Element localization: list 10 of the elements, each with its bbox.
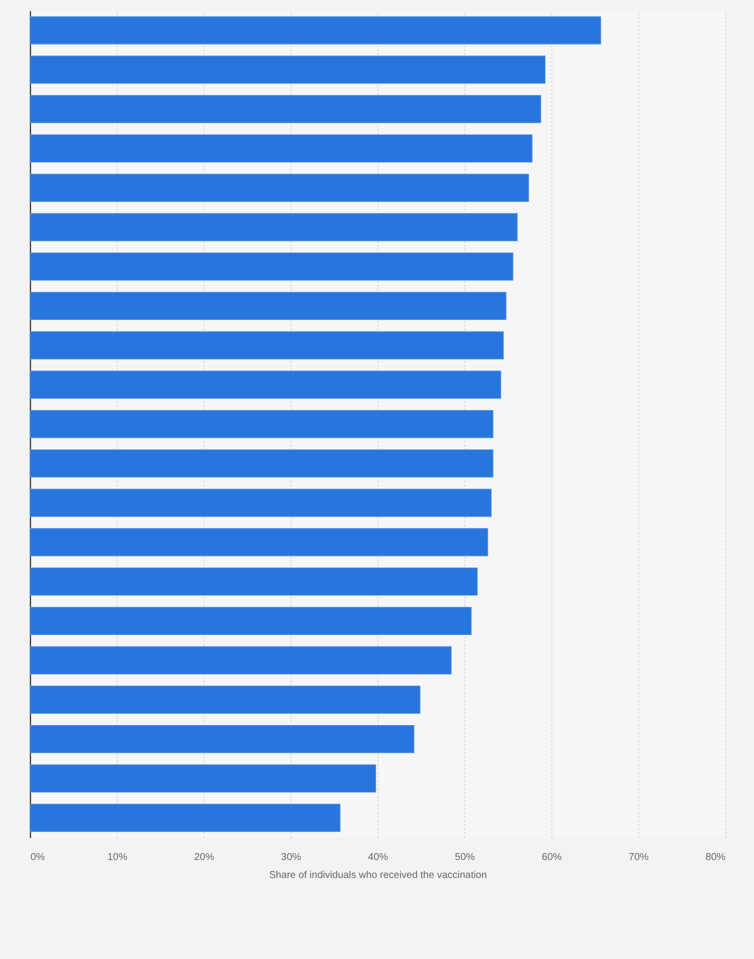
x-axis-title: Share of individuals who received the vaccination [269,870,487,881]
x-tick-label: 60% [542,852,562,863]
x-tick-label: 40% [368,852,388,863]
x-tick-label: 50% [454,852,475,863]
x-tick-label: 10% [107,852,128,863]
x-tick-label: 0% [30,852,46,863]
x-tick-label: 30% [281,852,302,863]
x-tick-label: 80% [706,852,726,863]
x-tick-label: 70% [628,852,649,863]
x-tick-label: 20% [194,852,214,863]
